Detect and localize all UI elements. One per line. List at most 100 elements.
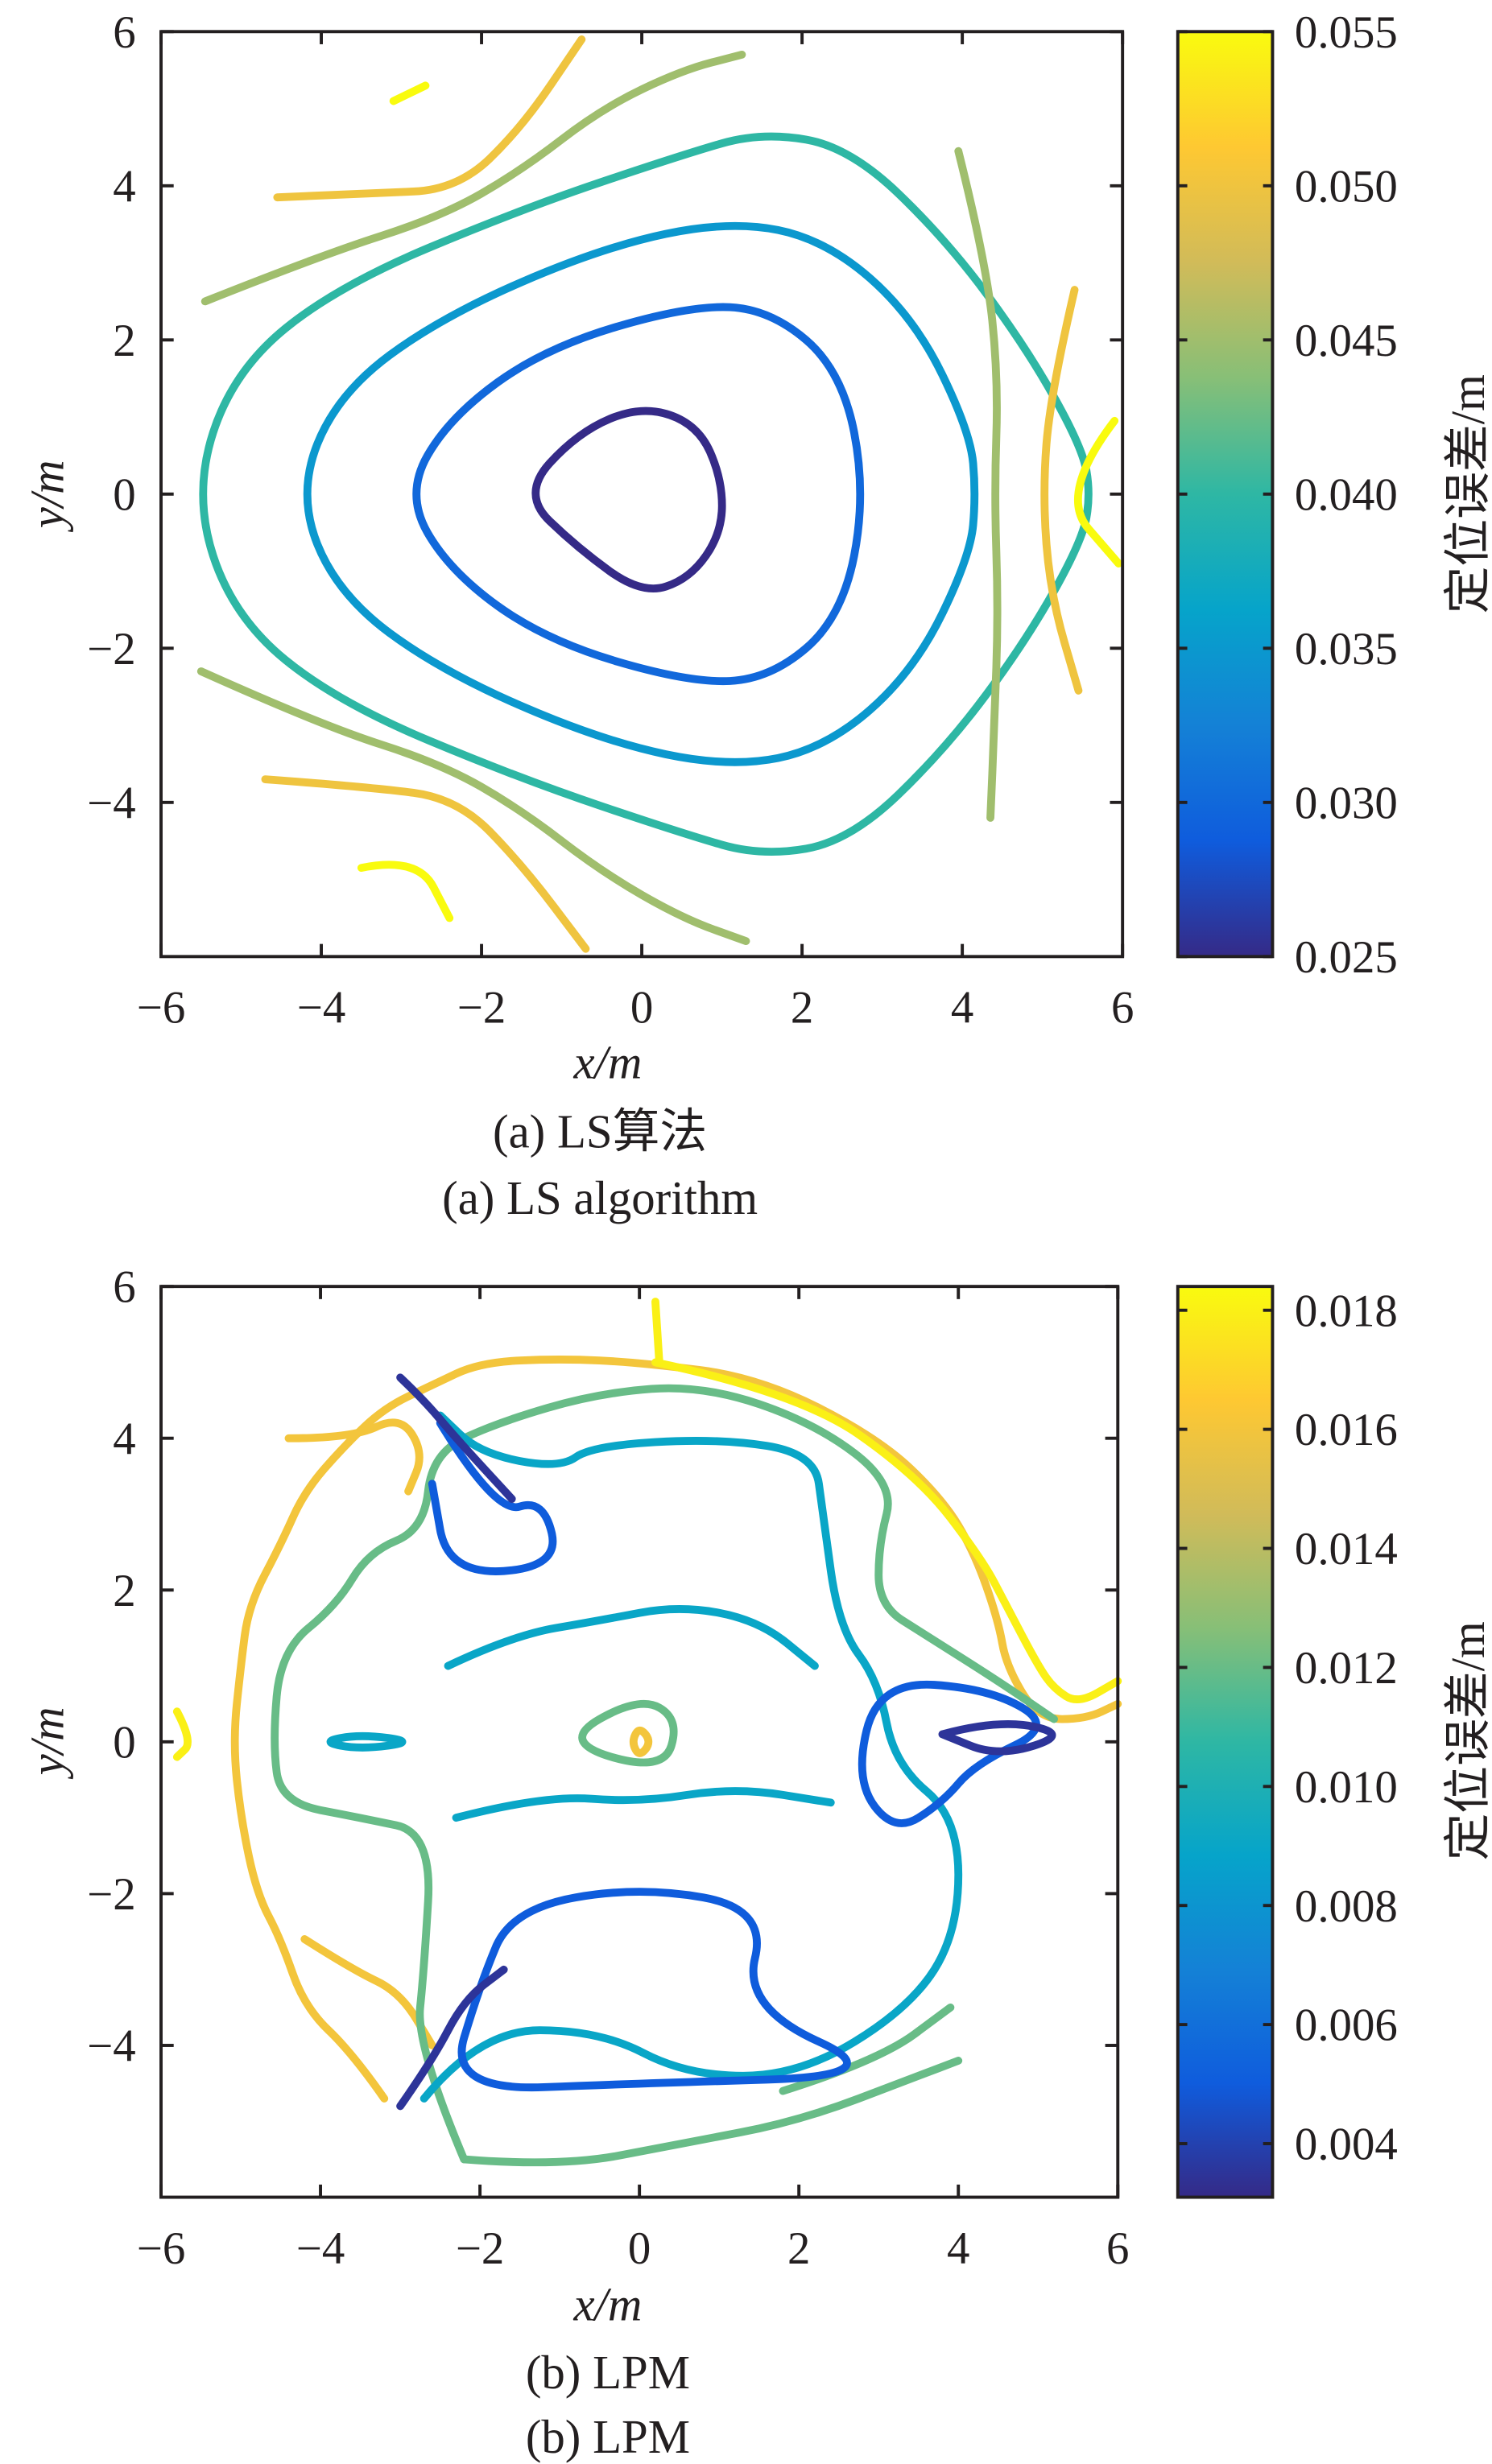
contour-line-0.0035 <box>396 1965 508 2111</box>
y-ticks-a: 6 4 2 0 −2 −4 <box>87 7 1123 828</box>
x-tick-label: −6 <box>137 2223 186 2274</box>
contour-line-0.009 <box>444 1605 819 1670</box>
colorbar-ticks-a: 0.055 0.050 0.045 0.040 0.035 0.030 0.025 <box>1177 7 1398 983</box>
colorbar-tick-label: 0.016 <box>1295 1405 1398 1455</box>
caption-en-b: (b) LPM <box>526 2411 690 2463</box>
axes-frame-b <box>159 1285 1120 2199</box>
y-tick-label: 2 <box>113 1566 135 1616</box>
colorbar-tick-label: 0.030 <box>1295 778 1398 828</box>
contour-line-0.055 <box>357 861 454 922</box>
x-tick-label: 4 <box>951 983 973 1034</box>
y-ticks-b: 6 4 2 0 −2 −4 <box>87 1262 1118 2072</box>
x-ticks-b: −6 −4 −2 0 2 4 6 <box>137 1286 1129 2274</box>
x-axis-label-b: x/m <box>572 2279 642 2331</box>
x-tick-label: −6 <box>137 983 186 1034</box>
contour-line-0.018 <box>651 1298 663 1367</box>
y-axis-label-a: y/m <box>21 460 73 532</box>
y-tick-label: 2 <box>113 316 135 366</box>
contour-line-0.009 <box>419 1411 963 2103</box>
colorbar-tick-label: 0.012 <box>1295 1643 1398 1694</box>
colorbar-tick-label: 0.014 <box>1295 1524 1398 1575</box>
contour-line-0.012 <box>779 2003 955 2095</box>
contour-line-0.035 <box>303 221 979 766</box>
contour-lines-a <box>196 35 1123 953</box>
colorbar-tick-label: 0.004 <box>1295 2119 1398 2170</box>
y-tick-label: 6 <box>113 1262 135 1313</box>
contour-line-0.05 <box>273 35 586 202</box>
x-tick-label: −4 <box>297 983 346 1034</box>
contour-line-0.045 <box>954 147 1002 822</box>
contour-line-0.005 <box>858 1680 1040 1827</box>
contour-line-0.0035 <box>396 1373 516 1503</box>
x-tick-label: 0 <box>630 983 653 1034</box>
colorbar-b <box>1176 1285 1275 2199</box>
x-tick-label: 4 <box>947 2223 969 2274</box>
colorbar-label-b: 定位误差/m <box>1442 1621 1492 1860</box>
contour-line-0.016 <box>230 1356 1122 2103</box>
caption-cn-b: (b) LPM <box>526 2346 690 2399</box>
caption-en-a: (a) LS algorithm <box>442 1172 758 1224</box>
contour-line-0.05 <box>1040 286 1083 695</box>
y-tick-label: −4 <box>87 778 136 828</box>
x-tick-label: 2 <box>787 2223 810 2274</box>
x-tick-label: −4 <box>296 2223 345 2274</box>
contour-line-0.012 <box>271 1384 1058 2164</box>
y-tick-label: −2 <box>87 624 136 675</box>
y-axis-label-b: y/m <box>21 1707 73 1779</box>
x-tick-label: 6 <box>1111 983 1134 1034</box>
contour-line-0.005 <box>428 1418 557 1575</box>
contour-line-0.03 <box>412 303 865 686</box>
contour-line-0.005 <box>457 1888 851 2092</box>
colorbar-tick-label: 0.008 <box>1295 1881 1398 1932</box>
contour-line-0.045 <box>200 51 746 306</box>
x-ticks-a: −6 −4 −2 0 2 4 6 <box>137 31 1134 1034</box>
contour-lines-b <box>172 1298 1122 2167</box>
colorbar-tick-label: 0.045 <box>1295 316 1398 366</box>
contour-line-0.016 <box>300 1935 436 2049</box>
contour-line-0.012 <box>578 1699 678 1767</box>
y-tick-label: 0 <box>113 1717 135 1768</box>
colorbar-label-a: 定位误差/m <box>1442 374 1492 613</box>
contour-line-0.055 <box>389 81 430 105</box>
contour-line-0.0035 <box>938 1720 1056 1756</box>
colorbar-ticks-b: 0.018 0.016 0.014 0.012 0.010 0.008 0.006 0.004 <box>1177 1286 1398 2170</box>
x-tick-label: 2 <box>791 983 813 1034</box>
colorbar-tick-label: 0.050 <box>1295 161 1398 212</box>
colorbar-tick-label: 0.035 <box>1295 624 1398 675</box>
colorbar-tick-label: 0.006 <box>1295 2000 1398 2051</box>
contour-line-0.04 <box>199 132 1093 856</box>
colorbar-tick-label: 0.055 <box>1295 7 1398 58</box>
contour-line-0.012 <box>460 2057 963 2167</box>
contour-line-0.025 <box>531 407 726 592</box>
contour-line-0.045 <box>196 667 750 946</box>
contour-line-0.009 <box>452 1787 835 1822</box>
y-tick-label: 4 <box>113 1414 135 1464</box>
contour-line-0.018 <box>651 1358 1122 1703</box>
contour-line-0.016 <box>284 1418 424 1496</box>
contour-line-0.016 <box>629 1726 653 1757</box>
x-axis-label-a: x/m <box>572 1036 642 1088</box>
x-tick-label: 6 <box>1106 2223 1129 2274</box>
colorbar-a <box>1176 30 1275 959</box>
y-tick-label: 0 <box>113 469 135 520</box>
y-tick-label: −2 <box>87 1869 136 1920</box>
colorbar-tick-label: 0.040 <box>1295 469 1398 520</box>
colorbar-tick-label: 0.025 <box>1295 932 1398 983</box>
x-tick-label: −2 <box>456 2223 505 2274</box>
colorbar-tick-label: 0.010 <box>1295 1762 1398 1813</box>
y-tick-label: −4 <box>87 2021 136 2072</box>
x-tick-label: 0 <box>628 2223 651 2274</box>
y-tick-label: 6 <box>113 7 135 58</box>
contour-line-0.05 <box>261 775 590 953</box>
caption-cn-a: (a) LS算法 <box>493 1106 707 1158</box>
contour-line-0.055 <box>1074 416 1123 568</box>
colorbar-tick-label: 0.018 <box>1295 1286 1398 1336</box>
contour-line-0.018 <box>172 1707 192 1761</box>
y-tick-label: 4 <box>113 161 135 212</box>
contour-line-0.009 <box>326 1731 407 1752</box>
x-tick-label: −2 <box>457 983 506 1034</box>
